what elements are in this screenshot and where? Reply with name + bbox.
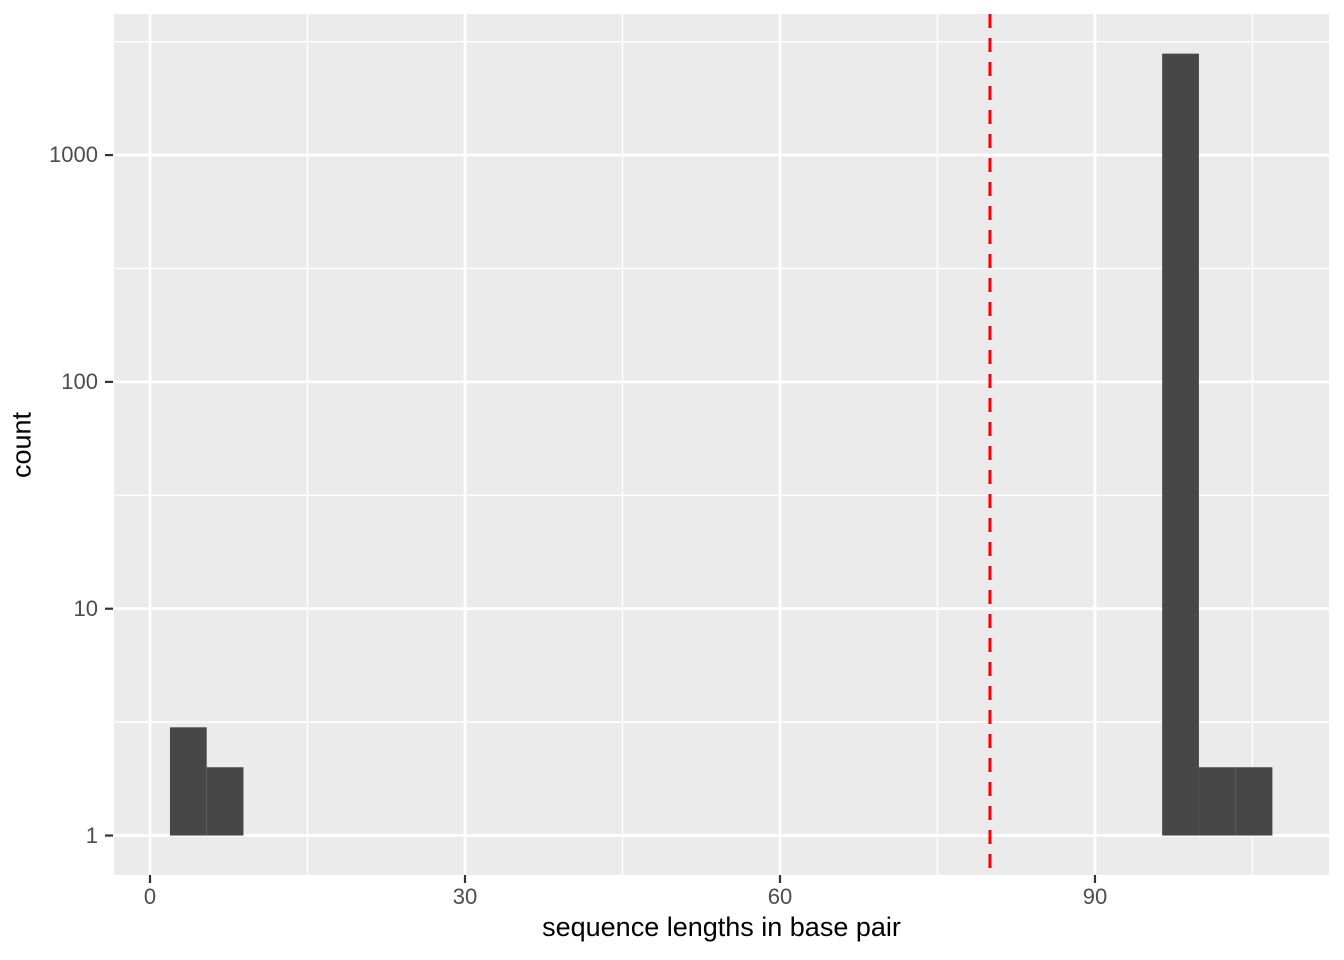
y-tick-label-10: 10 [73,595,98,621]
y-tick-label-100: 100 [61,368,98,394]
x-axis-title: sequence lengths in base pair [542,912,901,942]
y-tick-label-1: 1 [85,822,98,848]
histogram-bar [206,767,244,836]
histogram-bar [169,727,207,836]
histogram-bar [1235,767,1273,836]
y-tick-label-1000: 1000 [49,142,98,168]
y-axis-title: count [6,411,37,479]
x-tick-label-60: 60 [767,884,793,909]
x-tick-label-0: 0 [143,884,157,909]
histogram-bar [1162,53,1199,836]
histogram-bar [1198,767,1236,836]
plot-panel [114,14,1329,875]
x-tick-label-30: 30 [452,884,478,909]
x-tick-label-90: 90 [1082,884,1108,909]
